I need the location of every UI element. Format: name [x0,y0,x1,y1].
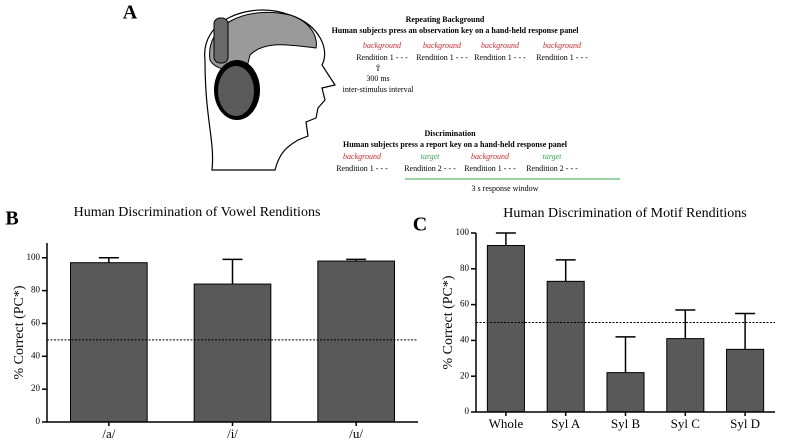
y-tick-label: 60 [31,318,41,328]
y-tick-label: 40 [31,350,41,360]
stimulus-label: background [543,41,582,50]
bar [726,348,765,413]
rendition-text: Rendition 1 - - - [474,53,526,62]
y-tick-label: 20 [460,370,470,380]
x-tick-label: Syl D [730,416,760,431]
x-tick-label: /u/ [349,426,363,441]
x-tick-label: /i/ [227,426,238,441]
y-tick-label: 80 [31,285,41,295]
window-text: 3 s response window [472,184,539,193]
y-tick-label: 20 [31,383,41,393]
head-illustration [204,9,336,171]
stimulus-label: background [471,152,510,161]
stimulus-label: target [543,152,563,161]
rendition-text: Rendition 1 - - - [464,164,516,173]
bar [193,283,272,423]
y-tick-label: 0 [465,406,470,416]
section-title: Discrimination [424,129,476,138]
bar [317,260,396,423]
rendition-text: Rendition 1 - - - [416,53,468,62]
panel-label: C [413,214,427,236]
stimulus-label: background [481,41,520,50]
bar [546,280,585,413]
x-tick-label: /a/ [102,426,115,441]
rendition-text: Rendition 2 - - - [404,164,456,173]
stimulus-label: background [343,152,382,161]
y-tick-label: 100 [27,252,41,262]
y-tick-label: 40 [460,334,470,344]
y-tick-label: 80 [460,263,470,273]
x-tick-label: Syl B [611,416,641,431]
y-axis-label: % Correct (PC*) [12,285,27,379]
y-axis-label: % Correct (PC*) [441,275,456,369]
rendition-text: Rendition 2 - - - [526,164,578,173]
chart-title: Human Discrimination of Vowel Renditions [74,205,321,220]
y-tick-label: 0 [36,416,41,426]
stimulus-label: target [421,152,441,161]
stimulus-label: background [423,41,462,50]
panel-label: B [5,208,18,230]
section-title: Repeating Background [406,15,485,24]
bar [69,262,148,423]
y-tick-label: 100 [456,227,470,237]
bar [486,245,525,413]
chart-title: Human Discrimination of Motif Renditions [503,206,746,221]
x-tick-label: Whole [489,416,524,431]
x-tick-label: Syl A [551,416,581,431]
section-subtitle: Human subjects press a report key on a h… [343,140,568,149]
rendition-text: Rendition 1 - - - [536,53,588,62]
bar [666,338,705,413]
interval-text: inter-stimulus interval [343,85,414,94]
rendition-text: Rendition 1 - - - [356,53,408,62]
stimulus-label: background [363,41,402,50]
rendition-text: Rendition 1 - - - [336,164,388,173]
bar [606,372,645,413]
arrow: ⇧ [374,63,382,73]
section-subtitle: Human subjects press an observation key … [332,26,580,35]
interval-text: 300 ms [366,74,389,83]
x-tick-label: Syl C [671,416,700,431]
y-tick-label: 60 [460,299,470,309]
panel-label: A [123,2,138,24]
